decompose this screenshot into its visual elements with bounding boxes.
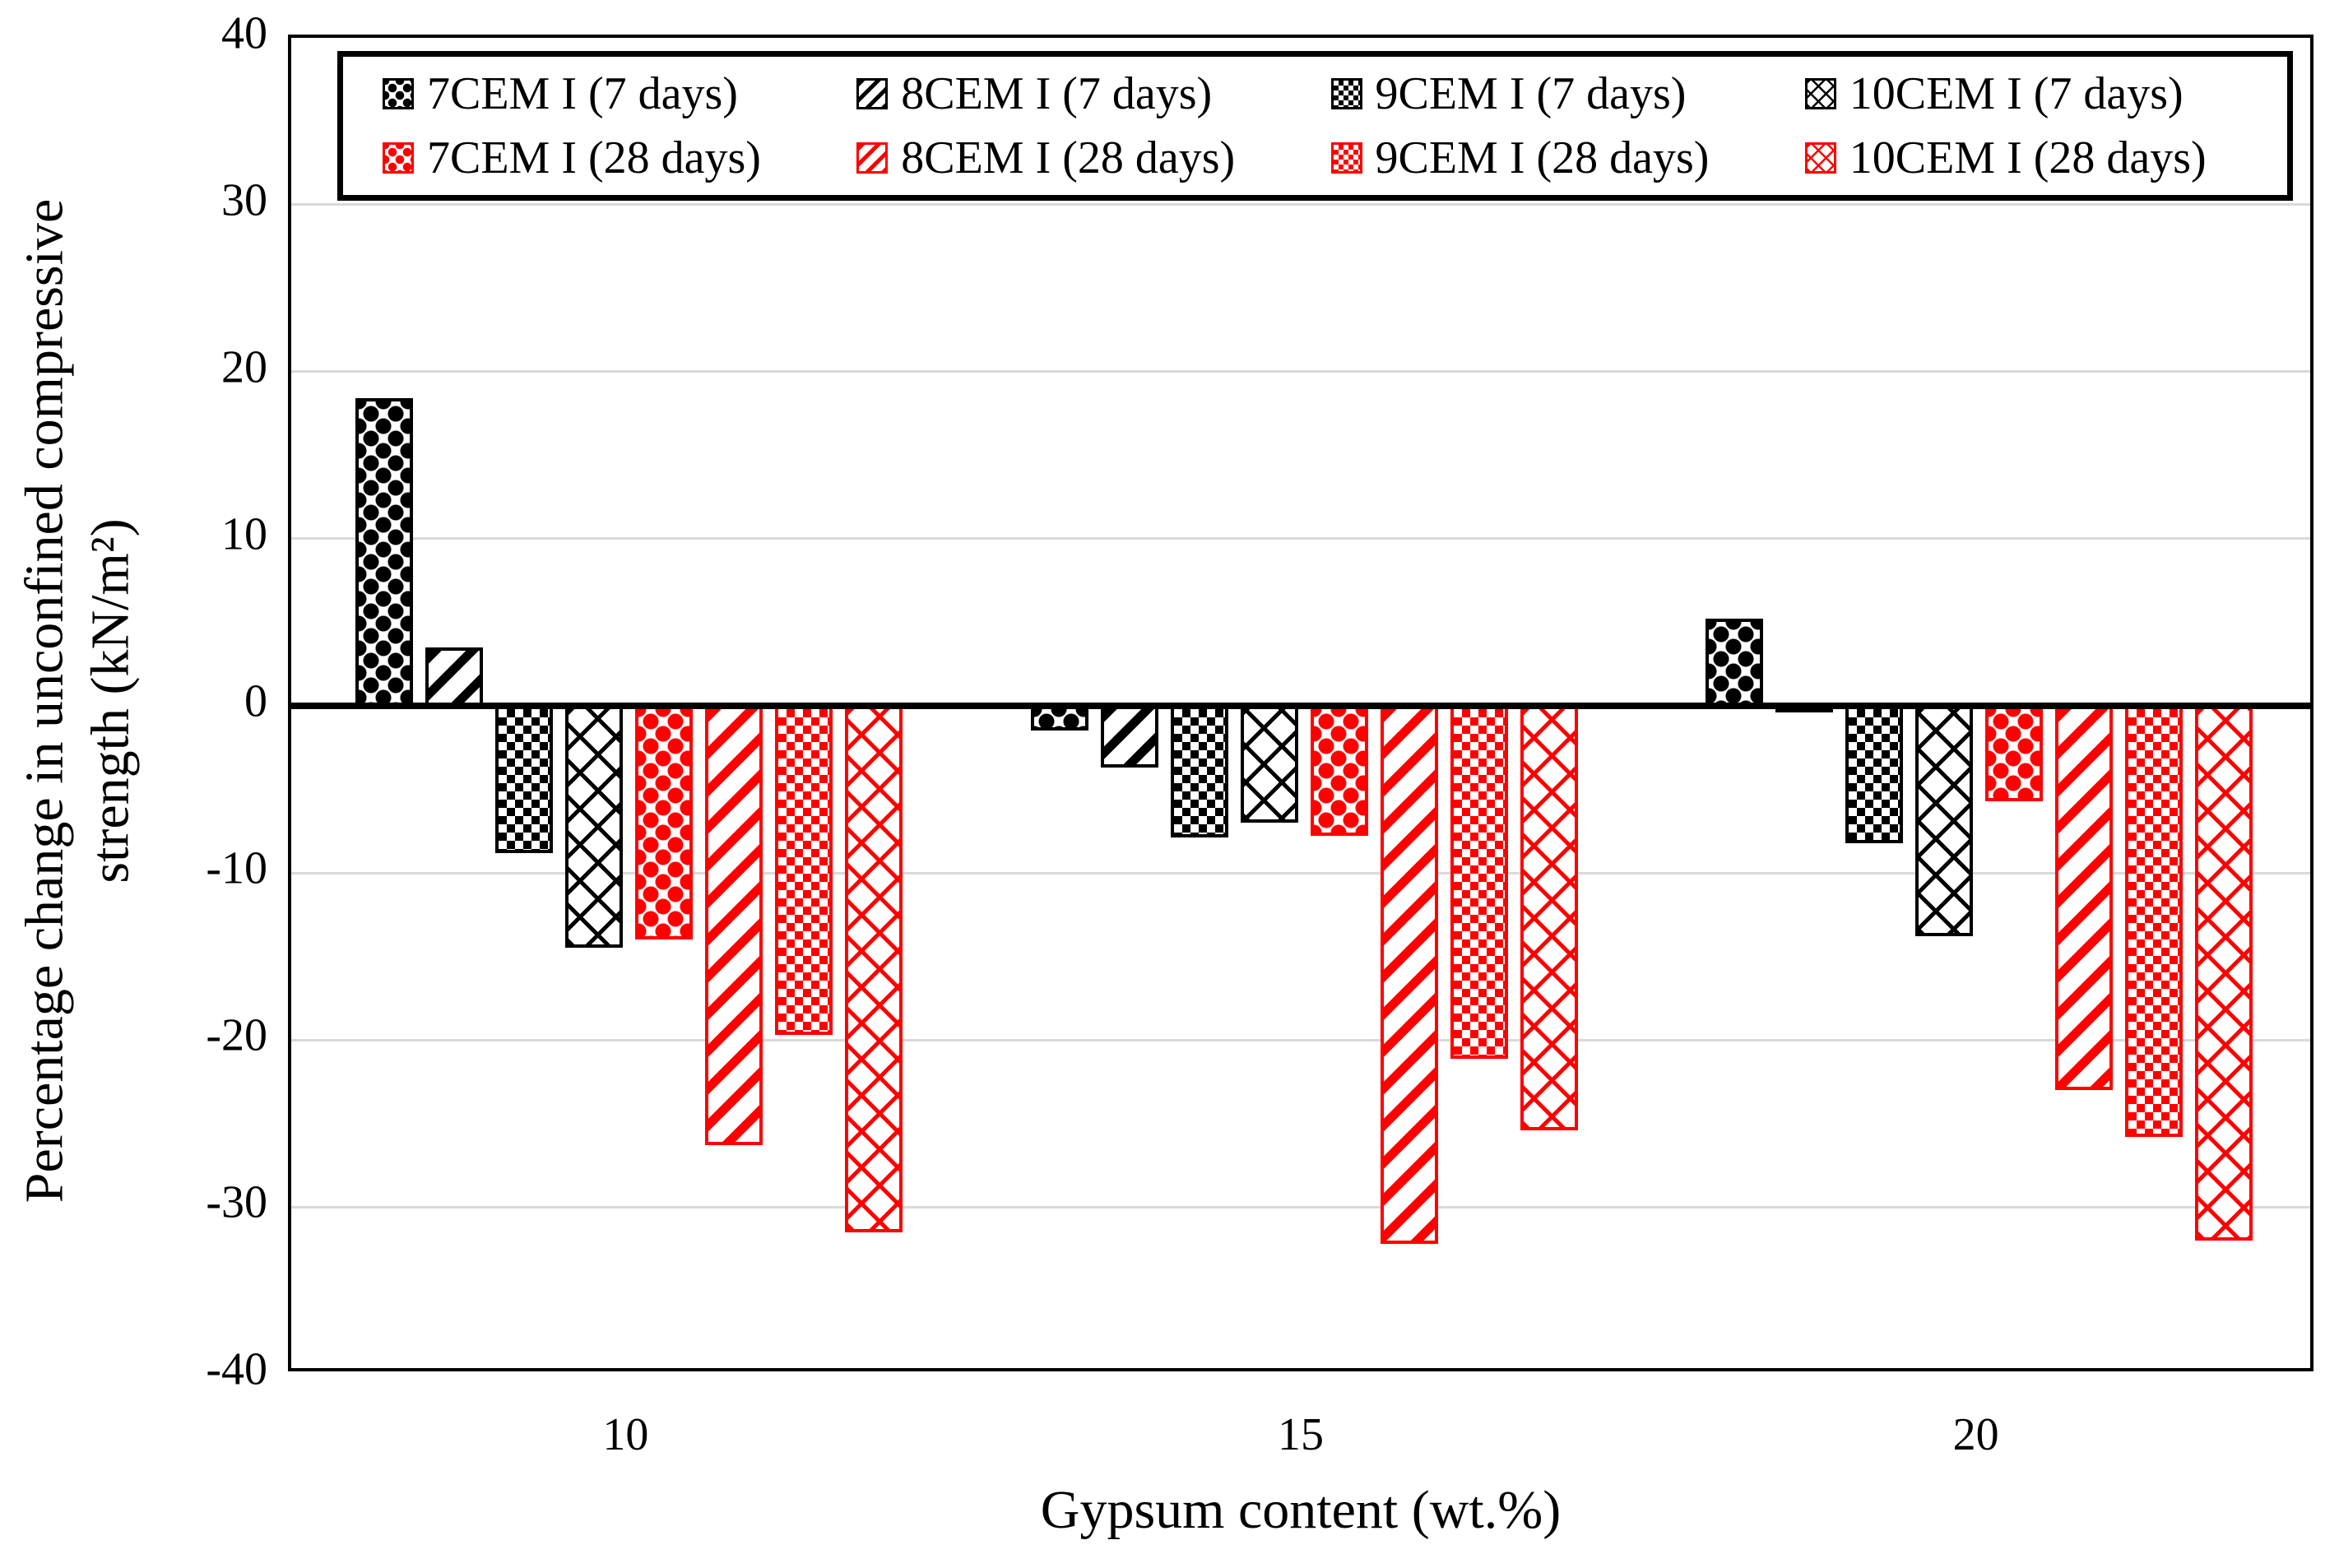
legend-item-10cem-i-7-days: 10CEM I (7 days) bbox=[1804, 67, 2279, 120]
legend-swatch-check-icon bbox=[1330, 78, 1362, 109]
y-tick-label-0: 0 bbox=[244, 675, 267, 727]
bar-8cem-i-28-days-gypsum-15 bbox=[1380, 706, 1438, 1244]
x-tick-label-15: 15 bbox=[1278, 1409, 1324, 1460]
gridline-y-20 bbox=[291, 370, 2310, 373]
legend-item-8cem-i-7-days: 8CEM I (7 days) bbox=[856, 67, 1330, 120]
bar-10cem-i-7-days-gypsum-15 bbox=[1240, 706, 1298, 823]
legend-swatch-diamond-icon bbox=[1804, 142, 1836, 174]
legend-swatch-ball-icon bbox=[383, 142, 414, 174]
legend-label: 10CEM I (28 days) bbox=[1849, 132, 2207, 183]
gridline-y-30 bbox=[291, 203, 2310, 206]
bar-8cem-i-28-days-gypsum-20 bbox=[2055, 706, 2114, 1091]
legend-swatch-check-icon bbox=[1330, 142, 1362, 174]
bar-8cem-i-7-days-gypsum-10 bbox=[425, 647, 483, 706]
gridline-y--30 bbox=[291, 1205, 2310, 1208]
legend-swatch-ball-icon bbox=[383, 78, 414, 109]
legend-label: 7CEM I (7 days) bbox=[427, 68, 738, 119]
gridline-y--20 bbox=[291, 1038, 2310, 1041]
legend-swatch-diamond-icon bbox=[1804, 78, 1836, 109]
bar-7cem-i-7-days-gypsum-15 bbox=[1030, 706, 1088, 731]
gridline-y-10 bbox=[291, 537, 2310, 540]
legend-item-10cem-i-28-days: 10CEM I (28 days) bbox=[1804, 132, 2279, 184]
bar-7cem-i-28-days-gypsum-15 bbox=[1310, 706, 1368, 837]
bar-8cem-i-28-days-gypsum-10 bbox=[704, 706, 763, 1146]
legend-label: 7CEM I (28 days) bbox=[427, 132, 761, 183]
legend-label: 8CEM I (7 days) bbox=[901, 68, 1213, 119]
bar-9cem-i-28-days-gypsum-20 bbox=[2125, 706, 2184, 1137]
legend-swatch-diag-icon bbox=[856, 142, 889, 174]
legend-box: 7CEM I (7 days) 8CEM I (7 days) 9CEM I (7 … bbox=[337, 51, 2293, 201]
y-tick-label--30: -30 bbox=[206, 1177, 267, 1229]
x-axis-title: Gypsum content (wt.%) bbox=[1040, 1480, 1562, 1540]
legend-item-9cem-i-7-days: 9CEM I (7 days) bbox=[1330, 67, 1805, 120]
bar-7cem-i-7-days-gypsum-20 bbox=[1706, 619, 1764, 706]
bar-7cem-i-7-days-gypsum-10 bbox=[355, 398, 413, 706]
legend-item-7cem-i-7-days: 7CEM I (7 days) bbox=[383, 67, 856, 120]
zero-axis-line bbox=[291, 703, 2310, 709]
bar-7cem-i-28-days-gypsum-20 bbox=[1985, 706, 2044, 801]
y-tick-label--10: -10 bbox=[206, 842, 267, 894]
x-tick-label-20: 20 bbox=[1952, 1409, 1999, 1460]
bar-9cem-i-7-days-gypsum-15 bbox=[1170, 706, 1228, 838]
y-tick-label-20: 20 bbox=[221, 341, 267, 393]
y-tick-label-40: 40 bbox=[221, 7, 267, 59]
y-tick-label--40: -40 bbox=[206, 1344, 267, 1396]
legend-swatch-diag-icon bbox=[856, 78, 889, 109]
bar-10cem-i-7-days-gypsum-20 bbox=[1915, 706, 1974, 937]
legend-label: 9CEM I (7 days) bbox=[1375, 68, 1687, 119]
bar-10cem-i-7-days-gypsum-10 bbox=[564, 706, 623, 949]
bar-10cem-i-28-days-gypsum-15 bbox=[1520, 706, 1578, 1130]
plot-area bbox=[288, 35, 2313, 1371]
x-tick-label-10: 10 bbox=[602, 1409, 649, 1460]
bar-9cem-i-28-days-gypsum-15 bbox=[1450, 706, 1508, 1059]
bar-10cem-i-28-days-gypsum-10 bbox=[844, 706, 903, 1232]
legend-label: 10CEM I (7 days) bbox=[1849, 68, 2184, 119]
legend-label: 8CEM I (28 days) bbox=[901, 132, 1236, 183]
legend-item-7cem-i-28-days: 7CEM I (28 days) bbox=[383, 132, 856, 184]
bar-9cem-i-28-days-gypsum-10 bbox=[774, 706, 833, 1036]
y-tick-label-10: 10 bbox=[221, 508, 267, 560]
bar-7cem-i-28-days-gypsum-10 bbox=[634, 706, 693, 940]
y-tick-label-30: 30 bbox=[221, 174, 267, 226]
legend-item-8cem-i-28-days: 8CEM I (28 days) bbox=[856, 132, 1330, 184]
bar-8cem-i-7-days-gypsum-15 bbox=[1100, 706, 1158, 768]
bar-10cem-i-28-days-gypsum-20 bbox=[2195, 706, 2253, 1241]
bar-9cem-i-7-days-gypsum-20 bbox=[1845, 706, 1904, 843]
y-tick-label--20: -20 bbox=[206, 1009, 267, 1061]
gridline-y--10 bbox=[291, 871, 2310, 874]
bar-9cem-i-7-days-gypsum-10 bbox=[494, 706, 553, 853]
legend-label: 9CEM I (28 days) bbox=[1375, 132, 1710, 183]
legend-item-9cem-i-28-days: 9CEM I (28 days) bbox=[1330, 132, 1805, 184]
